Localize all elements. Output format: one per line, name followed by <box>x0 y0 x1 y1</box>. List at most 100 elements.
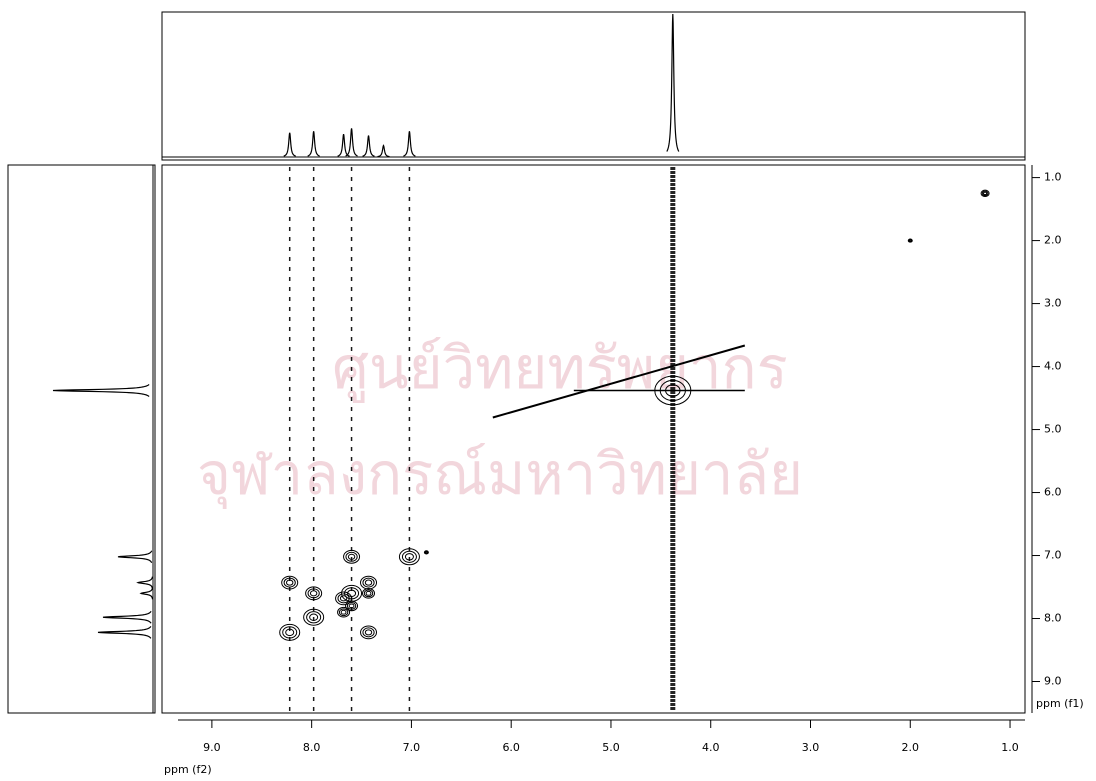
contour-ring <box>345 551 358 562</box>
x-tick-label: 7.0 <box>403 741 421 754</box>
contour-ring <box>665 384 681 397</box>
contour-ring <box>343 549 361 564</box>
contour-ring <box>401 550 417 563</box>
contour-ring <box>283 577 296 588</box>
contour-ring <box>360 625 378 640</box>
f2-projection-frame <box>161 11 1026 161</box>
x-axis-label: ppm (f2) <box>164 763 212 776</box>
f2-peak <box>307 131 320 157</box>
contour-ring <box>654 375 692 406</box>
f1-projection-frame <box>7 164 156 714</box>
watermark: จุฬาลงกรณ์มหาวิทยาลัย <box>197 440 803 510</box>
f2-peak <box>345 128 358 157</box>
f1-peak <box>117 550 153 564</box>
cross-peak <box>980 189 990 198</box>
cross-peak <box>279 623 301 641</box>
cross-peak <box>398 548 420 566</box>
x-tick-label: 3.0 <box>802 741 820 754</box>
x-tick-label: 9.0 <box>203 741 221 754</box>
cross-peak <box>341 584 363 602</box>
contour-ring <box>345 600 359 612</box>
cross-peak <box>423 550 429 555</box>
contour-ring <box>982 191 988 196</box>
contour-ring <box>398 548 420 566</box>
f1-peak <box>136 576 154 589</box>
contour-ring <box>285 628 295 637</box>
contour-ring <box>365 590 372 596</box>
contour-ring <box>348 603 355 609</box>
contour-ring <box>307 588 320 599</box>
f1-peak <box>139 587 154 600</box>
contour-ring <box>659 379 686 402</box>
contour-ring <box>306 611 322 624</box>
y-axis-label: ppm (f1) <box>1036 697 1084 710</box>
cross-peak <box>281 575 299 590</box>
cross-peak <box>907 238 913 243</box>
cross-peak <box>360 625 378 640</box>
contour-ring <box>346 602 357 610</box>
f2-peak <box>403 131 416 157</box>
f2-peak <box>666 13 680 152</box>
y-tick-label: 9.0 <box>1044 675 1062 688</box>
contour-ring <box>305 586 323 601</box>
contour-ring <box>279 623 301 641</box>
f2-peak <box>362 135 375 157</box>
y-tick-label: 1.0 <box>1044 171 1062 184</box>
contour-ring <box>362 627 375 638</box>
y-tick-label: 5.0 <box>1044 423 1062 436</box>
contour-ring <box>286 579 294 586</box>
y-tick-label: 2.0 <box>1044 234 1062 247</box>
contour-ring <box>404 553 414 561</box>
contour-ring <box>980 189 990 198</box>
cross-peak <box>305 586 323 601</box>
cross-peak <box>345 600 359 612</box>
cross-peak <box>492 344 746 419</box>
plot-frame <box>161 164 1026 714</box>
y-tick-label: 7.0 <box>1044 549 1062 562</box>
contour-ring <box>338 608 349 617</box>
cross-peak <box>360 575 378 590</box>
f2-peak <box>377 144 390 158</box>
peak-streak <box>492 344 746 419</box>
f2-peak <box>283 132 296 157</box>
contour-ring <box>347 553 356 560</box>
f1-peak <box>97 626 152 639</box>
contour-ring <box>908 239 912 242</box>
contour-ring <box>282 626 298 639</box>
x-tick-label: 2.0 <box>902 741 920 754</box>
cross-peak <box>362 588 376 599</box>
contour-ring <box>362 588 376 599</box>
f1-peak <box>52 384 150 397</box>
y-tick-label: 6.0 <box>1044 486 1062 499</box>
contour-ring <box>303 608 325 626</box>
contour-ring <box>340 609 347 615</box>
x-tick-label: 5.0 <box>602 741 620 754</box>
y-tick-label: 4.0 <box>1044 360 1062 373</box>
x-tick-label: 1.0 <box>1001 741 1019 754</box>
contour-ring <box>344 587 360 600</box>
cross-peak <box>303 608 325 626</box>
contour-ring <box>337 606 351 618</box>
y-tick-label: 3.0 <box>1044 297 1062 310</box>
contour-ring <box>364 579 373 586</box>
contour-ring <box>281 575 299 590</box>
x-tick-label: 8.0 <box>303 741 321 754</box>
cross-peak <box>337 606 351 618</box>
f2-peak <box>337 133 350 157</box>
cross-peak <box>343 549 361 564</box>
x-tick-label: 4.0 <box>702 741 720 754</box>
watermark: ศูนย์วิทยทรัพยากร <box>332 334 788 403</box>
contour-ring <box>981 190 989 197</box>
contour-ring <box>362 577 375 588</box>
contour-ring <box>425 551 428 554</box>
contour-ring <box>309 590 318 597</box>
contour-ring <box>347 589 357 598</box>
x-tick-label: 6.0 <box>502 741 520 754</box>
contour-ring <box>364 629 373 636</box>
contour-ring <box>335 591 353 606</box>
f1-peak <box>102 610 152 624</box>
contour-ring <box>309 613 319 621</box>
contour-ring <box>363 589 374 598</box>
